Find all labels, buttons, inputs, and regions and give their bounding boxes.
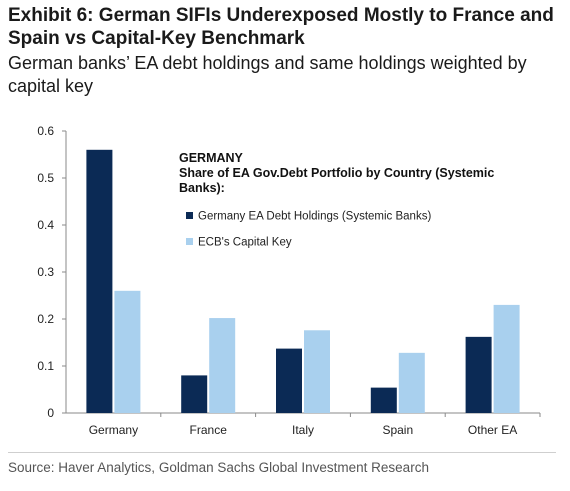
bar-capital-key <box>304 330 330 413</box>
legend-swatch-series2 <box>186 238 193 245</box>
source-note: Source: Haver Analytics, Goldman Sachs G… <box>8 460 429 475</box>
bar-holdings <box>465 336 492 413</box>
x-tick-label: France <box>190 423 228 437</box>
x-tick-label: Germany <box>89 423 138 437</box>
legend-swatch-series1 <box>186 212 193 219</box>
bar-holdings <box>276 348 302 413</box>
bar-chart: 0 0.1 0.2 0.3 0.4 0.5 0.6 Germany France Italy Spa… <box>37 124 541 437</box>
bar-holdings <box>181 375 208 413</box>
chart-axes: 0 0.1 0.2 0.3 0.4 0.5 0.6 Germany France Italy Spa… <box>37 124 541 437</box>
x-tick-label: Spain <box>382 423 413 437</box>
divider-rule <box>8 452 556 453</box>
legend-label-series2: ECB's Capital Key <box>198 237 292 249</box>
legend-label-series1: Germany EA Debt Holdings (Systemic Banks… <box>198 211 431 223</box>
y-tick-label: 0.4 <box>37 218 54 232</box>
y-tick-label: 0.2 <box>37 312 54 326</box>
bar-capital-key <box>114 290 141 413</box>
bar-holdings <box>370 387 397 413</box>
y-tick-label: 0.1 <box>37 359 54 373</box>
bar-capital-key <box>493 304 520 413</box>
bar-holdings <box>86 149 113 414</box>
chart-bars <box>86 149 520 414</box>
chart-title: GERMANY <box>179 151 244 165</box>
y-tick-label: 0 <box>47 406 54 420</box>
y-tick-label: 0.6 <box>37 124 54 138</box>
x-tick-label: Italy <box>292 423 314 437</box>
chart-legend: GERMANY Share of EA Gov.Debt Portfolio b… <box>179 151 494 249</box>
x-tick-label: Other EA <box>468 423 517 437</box>
y-tick-label: 0.5 <box>37 171 54 185</box>
exhibit-subtitle: German banks’ EA debt holdings and same … <box>8 53 527 96</box>
y-tick-label: 0.3 <box>37 265 54 279</box>
chart-subtitle-line2: Banks): <box>179 181 225 195</box>
chart-subtitle: Share of EA Gov.Debt Portfolio by Countr… <box>179 166 494 180</box>
exhibit-title: Exhibit 6: German SIFIs Underexposed Mos… <box>8 5 554 49</box>
bar-capital-key <box>398 352 425 413</box>
bar-capital-key <box>209 318 236 413</box>
